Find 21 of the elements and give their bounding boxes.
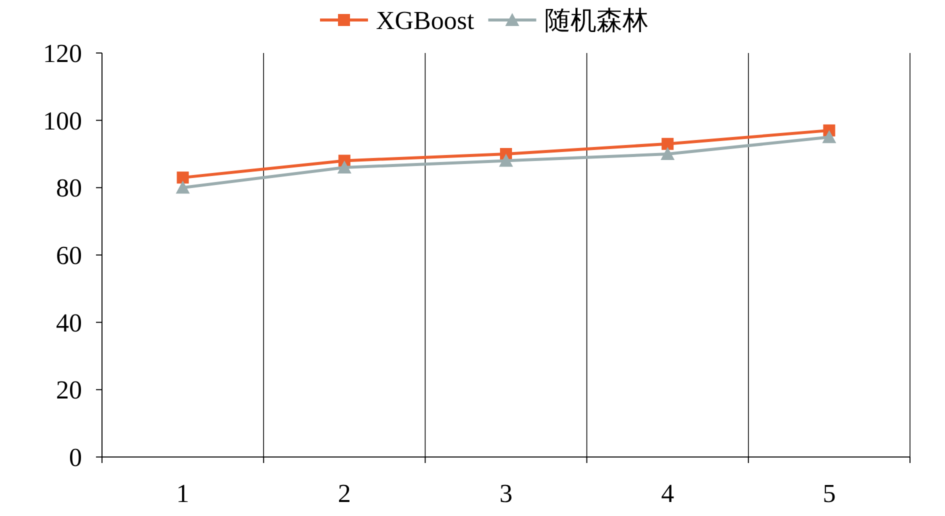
y-tick-label: 120	[43, 39, 82, 68]
point	[660, 147, 675, 160]
x-tick-label: 2	[338, 479, 351, 508]
y-tick-label: 40	[56, 308, 82, 338]
legend-label: 随机森林	[544, 6, 648, 35]
x-tick-label: 3	[500, 479, 512, 508]
x-tick-label: 4	[661, 479, 674, 508]
legend-label: XGBoost	[376, 6, 476, 35]
x-tick-label: 5	[822, 479, 836, 508]
y-tick-label: 0	[69, 443, 82, 472]
point	[499, 154, 513, 167]
point	[662, 138, 674, 150]
point	[176, 172, 189, 184]
point	[176, 180, 190, 194]
point	[822, 130, 836, 144]
point	[337, 160, 352, 174]
y-tick-label: 100	[43, 106, 82, 136]
x-tick-label: 1	[176, 479, 190, 508]
y-tick-label: 20	[56, 376, 82, 405]
y-tick-label: 60	[56, 241, 82, 270]
y-tick-label: 80	[56, 174, 82, 203]
